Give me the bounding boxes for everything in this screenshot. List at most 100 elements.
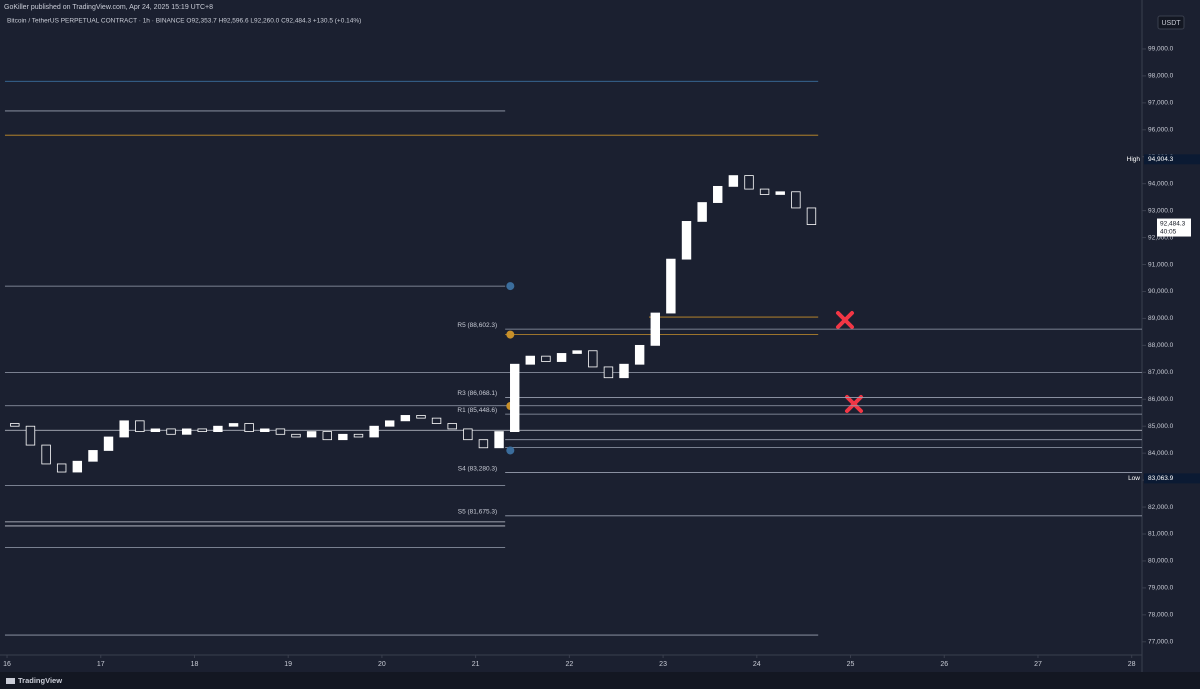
y-tick-label: 82,000.0: [1148, 504, 1174, 511]
x-tick-label: 23: [659, 661, 667, 668]
candle-body: [416, 415, 426, 419]
y-tick-label: 77,000.0: [1148, 639, 1174, 646]
candle-body: [135, 420, 145, 433]
marker: [506, 330, 515, 339]
x-tick-label: 18: [191, 661, 199, 668]
cross-stroke: [836, 311, 854, 329]
y-tick-label: 78,000.0: [1148, 612, 1174, 619]
candle-body: [291, 433, 301, 438]
y-tick-label: 97,000.0: [1148, 100, 1174, 107]
countdown: 40:05: [1160, 228, 1177, 235]
candle-body: [10, 423, 20, 427]
candle-body: [650, 312, 661, 346]
x-tick-label: 19: [284, 661, 292, 668]
candle-body: [478, 439, 489, 449]
candle-body: [275, 428, 286, 435]
brand-logo: [6, 678, 15, 684]
annotation-x: [836, 311, 863, 413]
candle-body: [603, 366, 614, 379]
candle-body: [150, 428, 161, 433]
candle-body: [338, 433, 348, 441]
candle-body: [541, 355, 551, 362]
candle-body: [353, 433, 364, 438]
x-tick-label: 20: [378, 661, 386, 668]
candle-body: [181, 428, 192, 435]
candle-body: [666, 258, 676, 314]
y-tick-label: 96,000.0: [1148, 127, 1174, 134]
candle-body: [306, 431, 317, 438]
last-price-badge: [1157, 218, 1191, 237]
y-tick-label: 80,000.0: [1148, 558, 1174, 565]
y-tick-label: 85,000.0: [1148, 423, 1174, 430]
y-tick-label: 98,000.0: [1148, 73, 1174, 80]
low-value: 83,063.9: [1148, 475, 1174, 482]
y-tick-label: 92,000.0: [1148, 234, 1174, 241]
last-price: 92,484.3: [1160, 220, 1186, 227]
symbol-info: Bitcoin / TetherUS PERPETUAL CONTRACT · …: [7, 18, 361, 25]
cross-stroke: [845, 395, 863, 413]
candle-body: [103, 436, 114, 451]
x-tick-label: 16: [3, 661, 11, 668]
low-label: Low: [1128, 475, 1140, 482]
candle-body: [119, 420, 129, 438]
marker: [506, 282, 515, 291]
candle-body: [88, 450, 98, 462]
candle-body: [166, 428, 176, 435]
high-label: High: [1127, 156, 1141, 163]
y-tick-label: 88,000.0: [1148, 342, 1174, 349]
candle-body: [791, 191, 801, 209]
y-tick-label: 91,000.0: [1148, 261, 1174, 268]
y-tick-label: 84,000.0: [1148, 450, 1174, 457]
low-badge: [1144, 473, 1200, 484]
candle-body: [244, 423, 254, 433]
candle-body: [494, 431, 504, 449]
candle-body: [25, 425, 36, 446]
candle-body: [681, 221, 692, 260]
y-tick-label: 90,000.0: [1148, 288, 1174, 295]
candle-body: [431, 417, 442, 424]
high-badge: [1144, 154, 1200, 165]
candle-body: [775, 191, 785, 195]
x-tick-label: 21: [472, 661, 480, 668]
y-tick-label: 81,000.0: [1148, 531, 1174, 538]
publisher: GoKiller published on TradingView.com, A…: [4, 4, 213, 11]
candle-body: [634, 344, 645, 365]
footer: [0, 672, 1200, 689]
candle-body: [197, 428, 207, 433]
currency-button[interactable]: [1157, 15, 1185, 30]
x-tick-label: 27: [1034, 661, 1042, 668]
y-tick-label: 86,000.0: [1148, 396, 1174, 403]
y-tick-label: 89,000.0: [1148, 315, 1174, 322]
candle-body: [556, 353, 567, 362]
y-tick-label: 99,000.0: [1148, 46, 1174, 53]
y-tick-label: 94,000.0: [1148, 180, 1174, 187]
y-tick-label: 79,000.0: [1148, 585, 1174, 592]
candle-body: [56, 463, 67, 473]
candle-body: [744, 175, 754, 190]
candle-body: [369, 425, 379, 438]
candle-body: [728, 175, 739, 187]
candle-body: [588, 350, 598, 368]
y-tick-label: 93,000.0: [1148, 207, 1174, 214]
candle-body: [463, 428, 473, 441]
brand: TradingView: [18, 676, 62, 685]
candle-body: [213, 425, 223, 433]
candle-body: [759, 188, 770, 195]
marker: [506, 446, 515, 455]
x-tick-label: 28: [1128, 661, 1136, 668]
x-tick-label: 22: [565, 661, 573, 668]
candle-body: [400, 415, 411, 422]
candle-body: [572, 350, 582, 354]
level-label: S4 (83,280.3): [458, 465, 497, 472]
candle-body: [525, 355, 535, 365]
candle-body: [806, 207, 817, 225]
candle-body: [713, 185, 723, 203]
x-tick-label: 17: [97, 661, 105, 668]
candle-body: [260, 428, 270, 433]
currency[interactable]: USDT: [1161, 20, 1181, 27]
candle-body: [72, 460, 83, 473]
y-tick-label: 87,000.0: [1148, 369, 1174, 376]
